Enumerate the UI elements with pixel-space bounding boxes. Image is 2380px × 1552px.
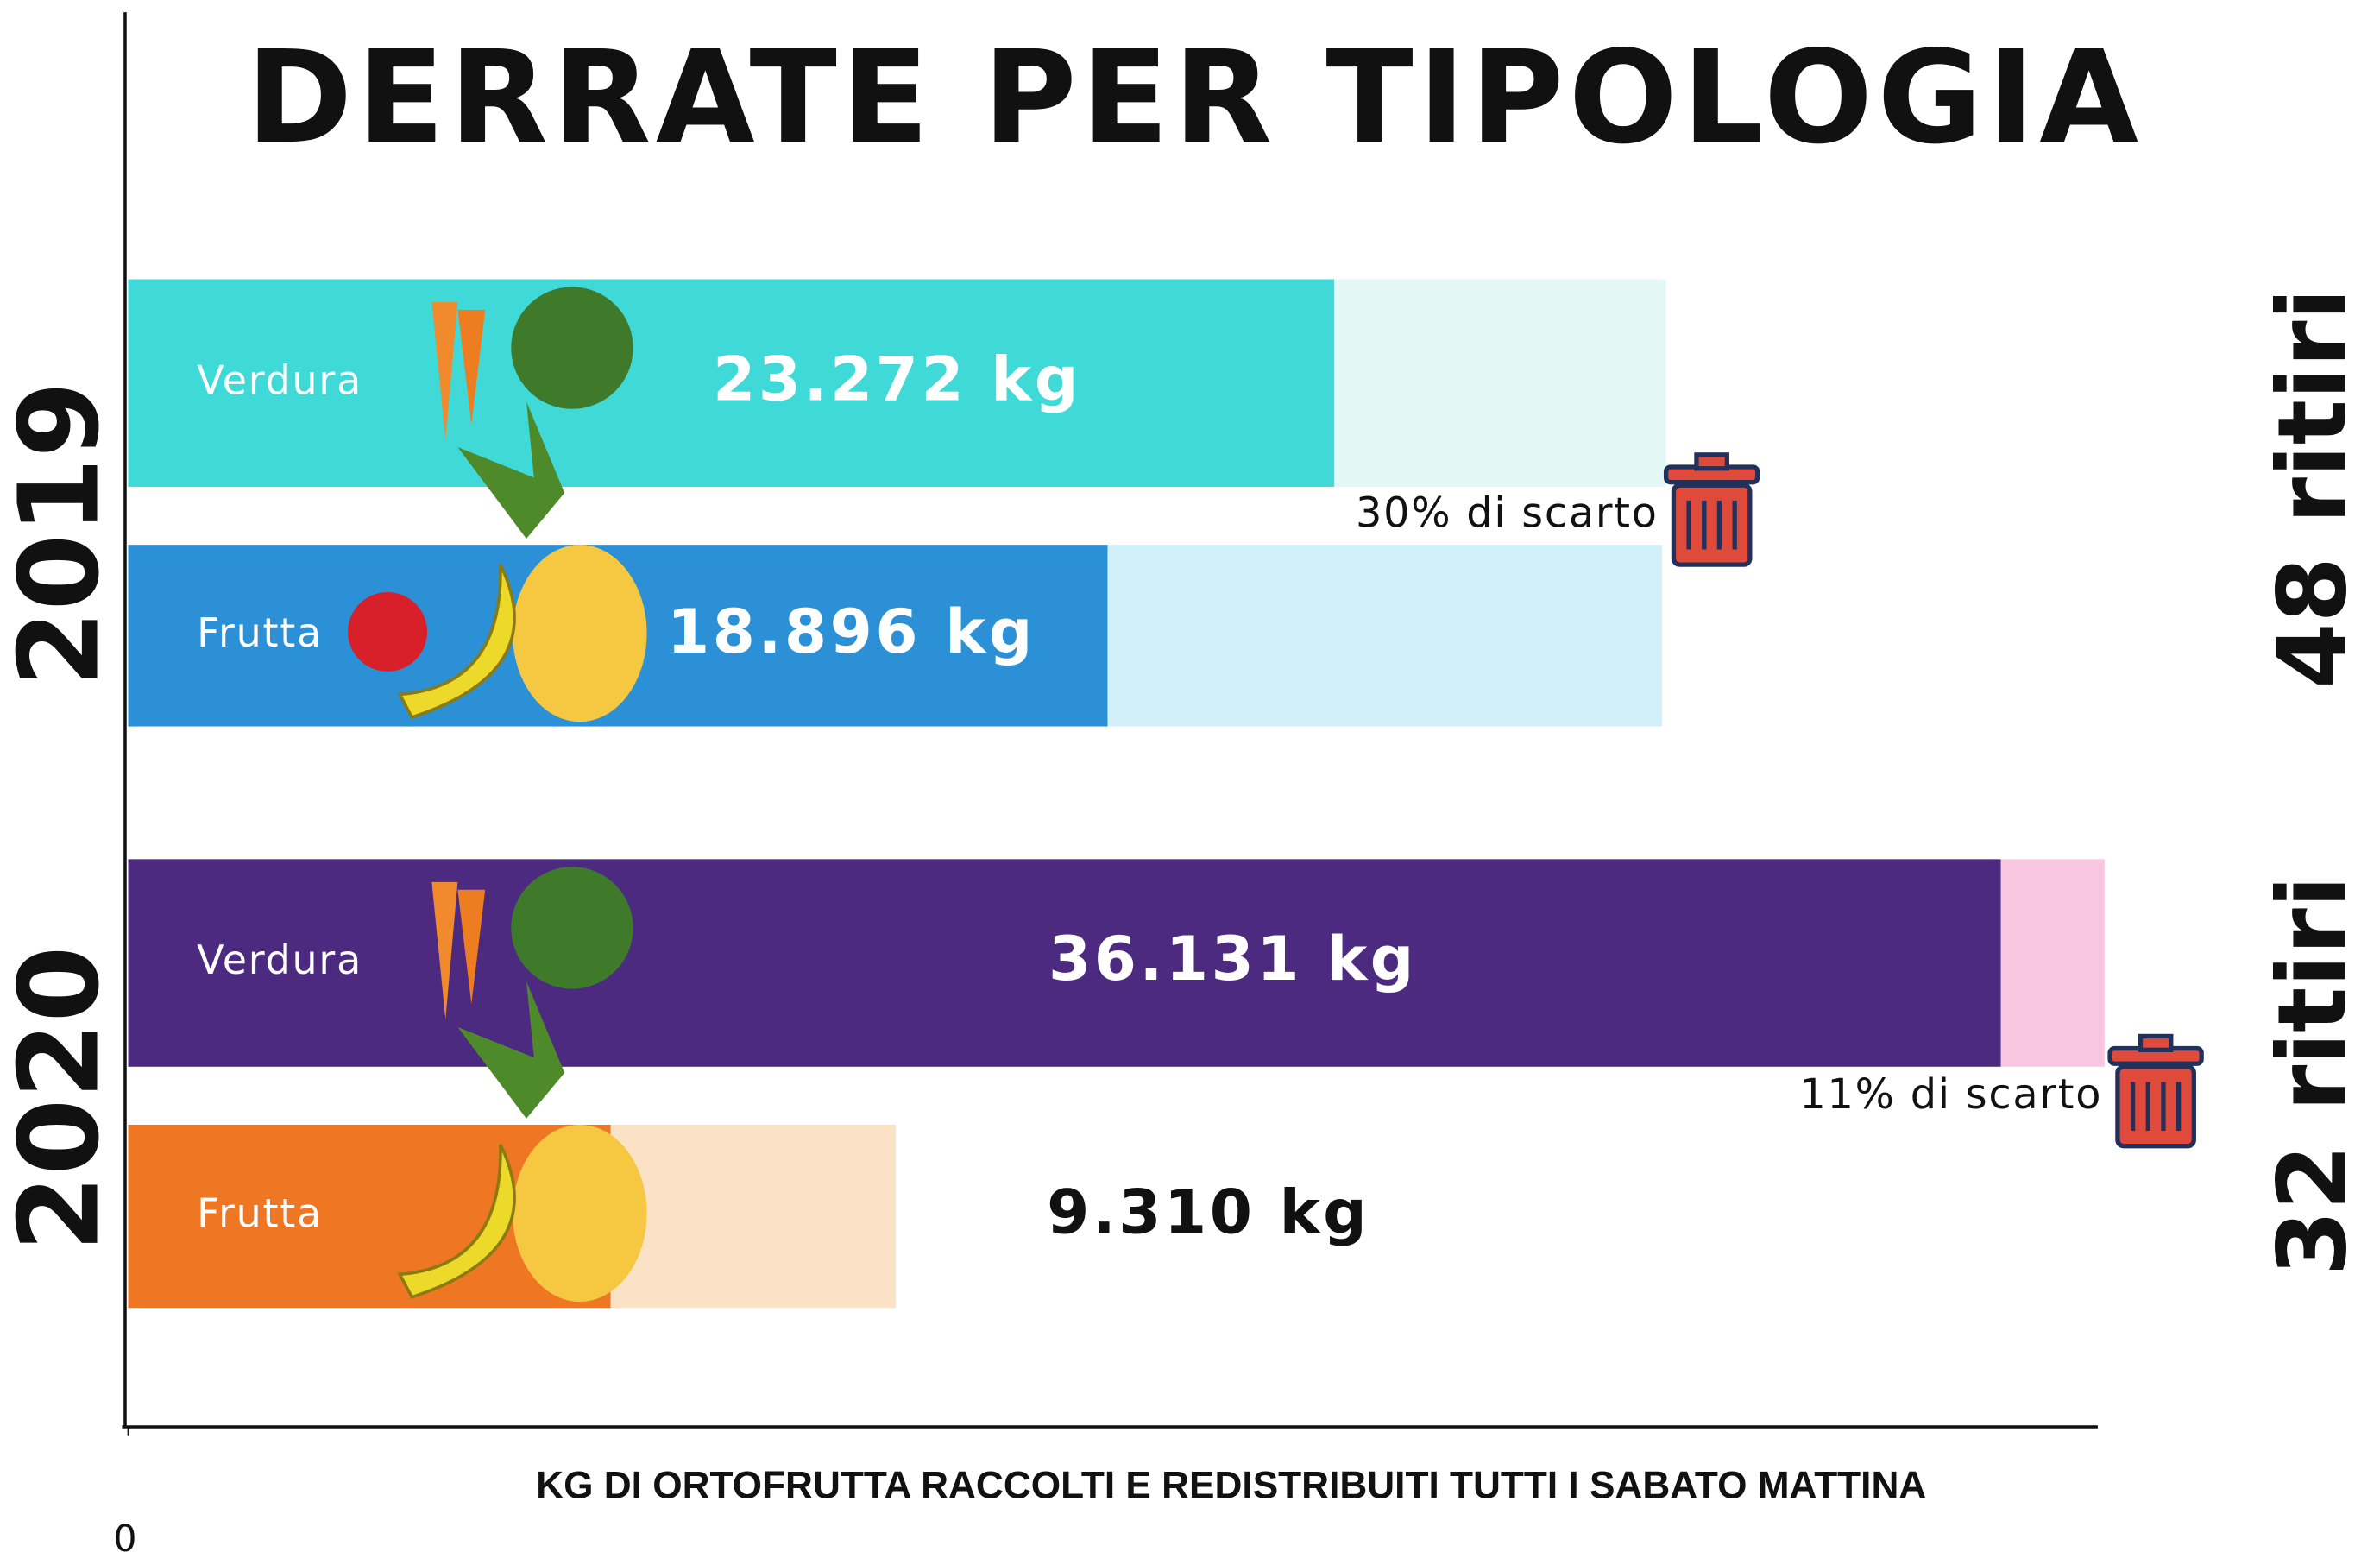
bar-segment [1334, 280, 1665, 487]
trips-label: 32 ritiri [2257, 875, 2368, 1276]
bar-segment [1107, 545, 1662, 726]
pineapple [513, 545, 647, 722]
trash-body [1673, 485, 1749, 565]
bar-segment [2001, 859, 2105, 1066]
value-label: 23.272 kg [713, 343, 1081, 414]
x-axis-label: KG DI ORTOFRUTTA RACCOLTI E REDISTRIBUIT… [536, 1464, 1926, 1506]
chart: DERRATE PER TIPOLOGIA KG DI ORTOFRUTTA R… [0, 0, 2380, 1552]
waste-label: 11% di scarto [1799, 1071, 2102, 1119]
bar-segment [611, 1125, 896, 1308]
group-label: 2020 [0, 946, 123, 1252]
category-label: Verdura [197, 937, 362, 983]
trips-label: 48 ritiri [2257, 288, 2368, 689]
category-label: Frutta [197, 1190, 323, 1237]
apple [348, 592, 427, 672]
trash-handle [2140, 1036, 2170, 1050]
pineapple [513, 1125, 647, 1302]
value-label: 18.896 kg [667, 596, 1036, 667]
value-label: 36.131 kg [1048, 923, 1417, 994]
broccoli [511, 287, 633, 408]
trash-handle [1697, 455, 1727, 469]
waste-label: 30% di scarto [1356, 490, 1659, 538]
group-label: 2019 [0, 382, 123, 687]
chart-title: DERRATE PER TIPOLOGIA [246, 23, 2143, 173]
category-label: Verdura [197, 356, 362, 403]
broccoli [511, 867, 633, 988]
category-label: Frutta [197, 609, 323, 656]
trash-body [2118, 1067, 2194, 1146]
x-tick-label: 0 [113, 1518, 136, 1552]
value-label: 9.310 kg [1047, 1177, 1369, 1248]
